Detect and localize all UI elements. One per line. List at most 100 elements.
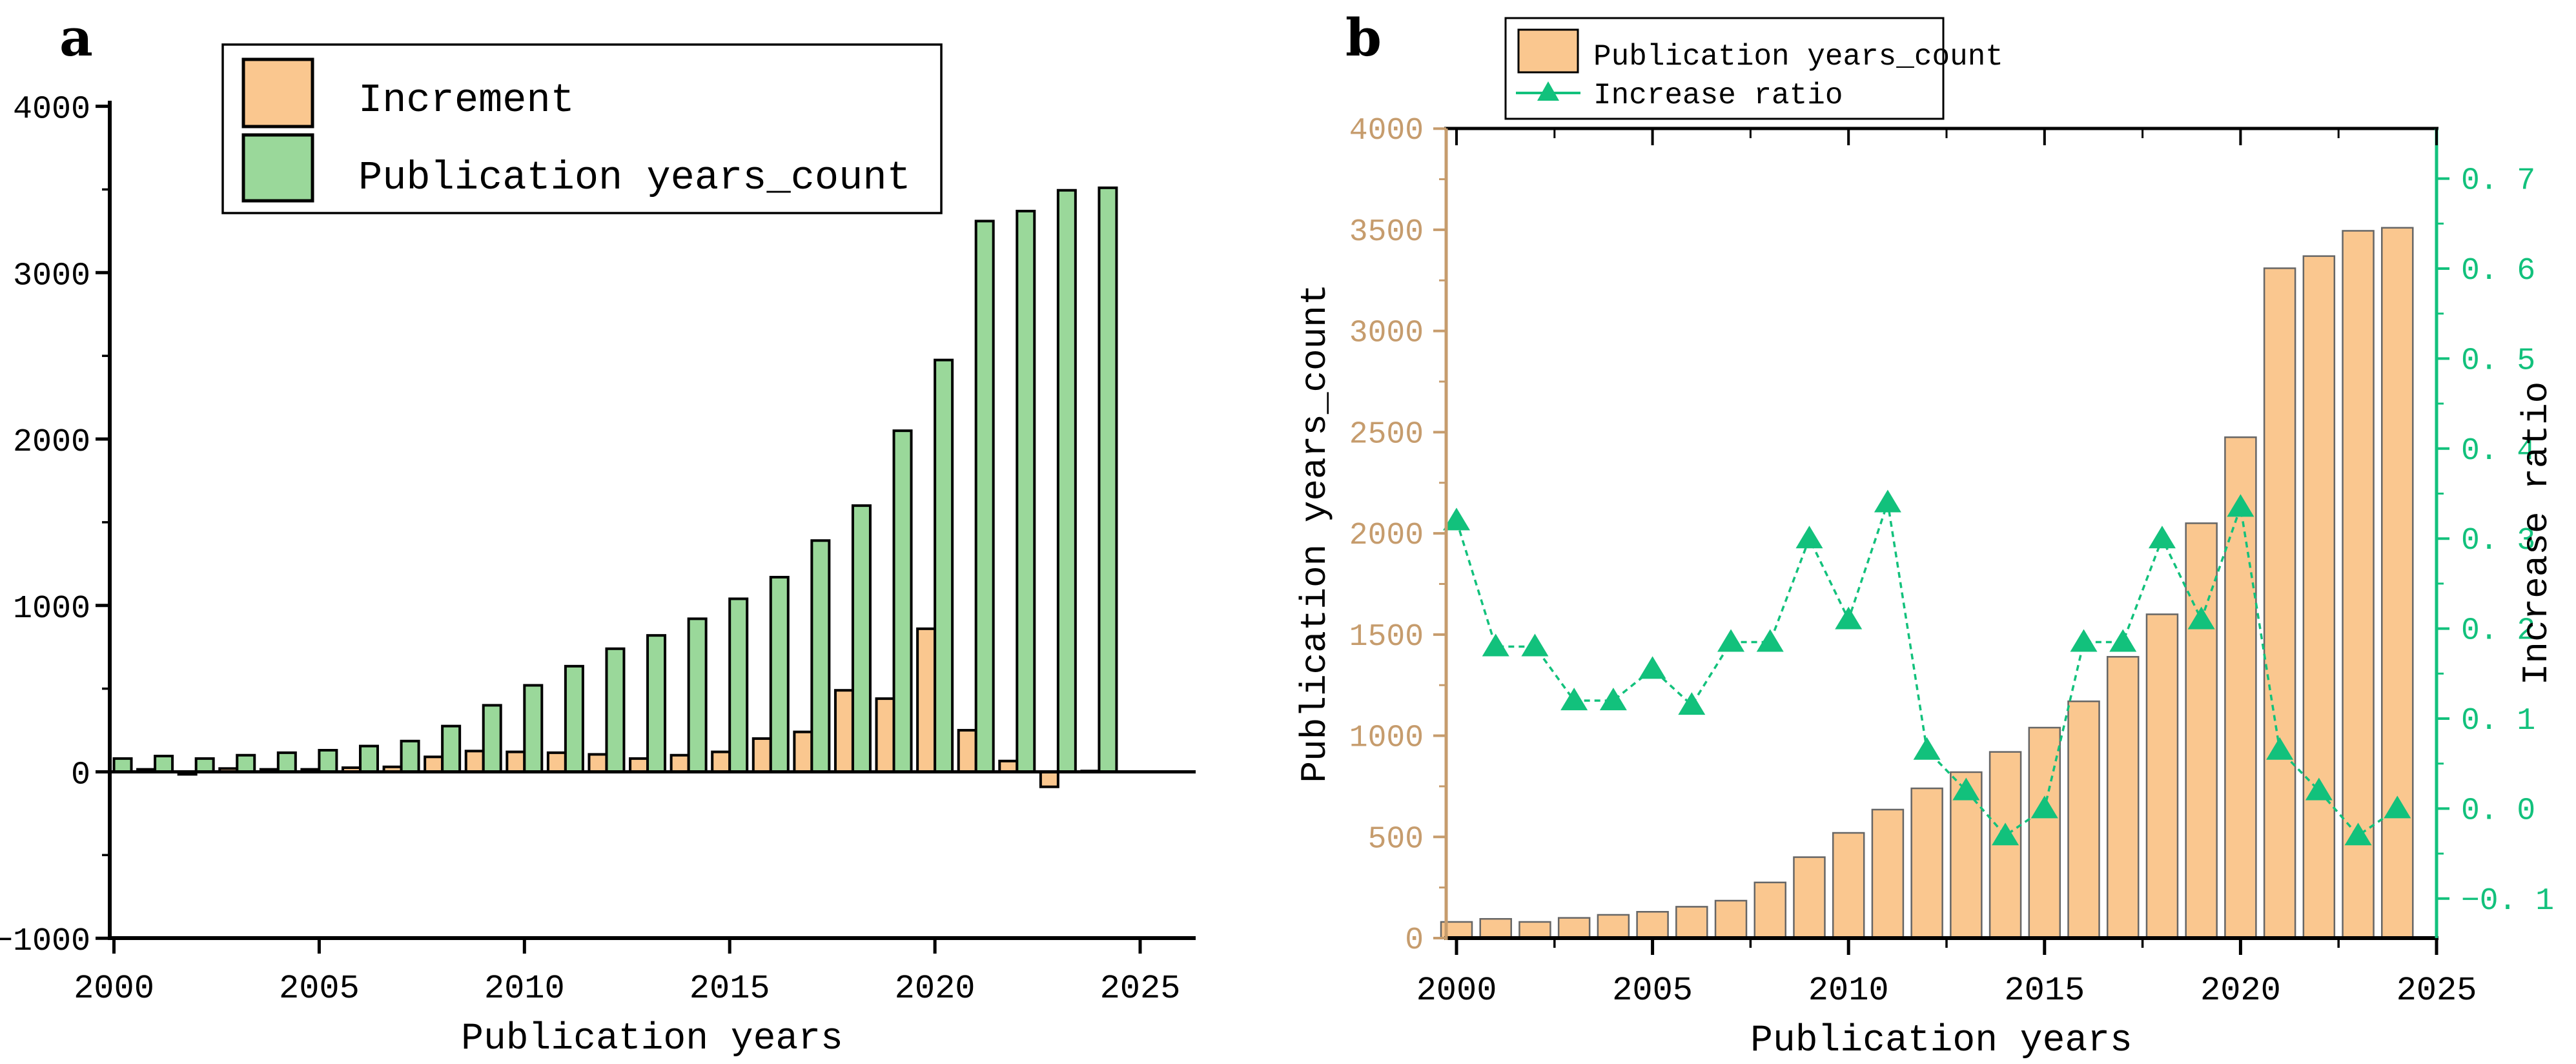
triangle-marker-2002 [1521,633,1549,657]
x-tick-label-b: 2010 [1808,972,1889,1010]
bar-increment-2009 [464,750,485,773]
triangle-marker-2014 [1992,823,2019,846]
bar-count-2008 [441,724,462,773]
triangle-marker-2016 [2070,629,2098,652]
bar-count-2016 [769,575,790,773]
y-tick-label-b-right: 0. 3 [2461,524,2535,558]
legend-a-box [221,43,943,214]
y-tick-label-b-left: 3000 [1349,316,1424,351]
bar-count-b-2009 [1793,856,1826,939]
legend-b: Publication years_count Increase ratio [1504,17,2003,120]
y-axis-title-b-left: Publication years_count [1294,284,1336,783]
legend-a: Increment Publication years_count [221,43,943,214]
bar-increment-2013 [629,757,649,773]
legend-a-label-increment: Increment [358,77,575,123]
bar-count-b-2017 [2106,656,2140,939]
panel-a-label: a [59,7,93,68]
bar-count-2017 [810,539,831,773]
bar-count-b-2012 [1910,787,1943,939]
panel-b-label: b [1345,7,1382,68]
bar-count-b-2023 [2342,230,2375,939]
triangle-marker-2004 [1599,688,1627,711]
legend-a-swatch-count [241,133,314,203]
y-tick-label-b-left: 500 [1368,822,1424,857]
triangle-marker-2005 [1639,656,1666,679]
legend-a-label-count: Publication years_count [358,155,911,201]
triangle-marker-2023 [2344,823,2372,846]
bar-count-2012 [605,647,626,773]
triangle-marker-2001 [1482,633,1509,657]
triangle-marker-2007 [1717,629,1745,652]
bar-increment-2008 [424,755,444,773]
x-tick-label-b: 2025 [2397,972,2477,1010]
bar-count-2024 [1098,186,1118,773]
x-axis-title-b: Publication years [1750,1020,2132,1062]
bar-increment-2015 [711,750,731,773]
y-tick-label-a: 4000 [13,92,90,128]
x-tick-label-a: 2025 [1100,970,1181,1008]
bar-increment-2014 [670,753,690,773]
bar-count-2005 [318,748,338,773]
chart-a-bars [112,186,1118,788]
bar-count-2014 [687,617,708,773]
y-tick-label-b-left: 2500 [1349,417,1424,452]
y-axis-title-b-right: Increase ratio [2516,382,2557,685]
y-tick-label-b-right: 0. 6 [2461,254,2535,289]
bar-count-b-2002 [1518,921,1551,939]
bar-count-2010 [523,684,544,773]
y-tick-label-a: 1000 [13,591,90,628]
bar-count-2018 [851,504,872,773]
bar-count-2007 [400,739,420,773]
y-tick-label-a: 2000 [13,424,90,461]
y-tick-label-b-right: 0. 0 [2461,793,2535,828]
bar-increment-2023 [1039,770,1059,788]
bar-count-b-2004 [1597,914,1630,939]
bar-count-b-2016 [2067,701,2100,939]
triangle-marker-2022 [2305,777,2333,801]
bar-count-2020 [934,358,954,773]
y-tick-label-b-right: 0. 7 [2461,164,2535,199]
x-tick-label-b: 2015 [2004,972,2085,1010]
bar-count-b-2020 [2224,436,2257,939]
legend-b-swatch-count [1517,28,1579,74]
triangle-marker-2019 [2187,606,2215,629]
triangle-marker-2020 [2227,494,2254,517]
bar-count-b-2018 [2145,613,2179,939]
bar-count-b-2003 [1557,917,1591,939]
bar-count-b-2007 [1714,899,1748,939]
triangle-marker-2003 [1560,688,1588,711]
legend-b-label-count: Publication years_count [1593,40,2003,74]
triangle-marker-2012 [1913,737,1941,760]
y-tick-label-b-right: 0. 5 [2461,343,2535,378]
triangle-marker-2018 [2148,526,2176,549]
y-tick-label-b-right: −0. 1 [2461,884,2554,919]
bar-count-b-2005 [1636,911,1669,939]
y-tick-label-a: −1000 [0,923,90,960]
bar-increment-2016 [751,737,772,773]
bar-count-2001 [154,755,174,773]
y-tick-label-a: 0 [71,757,90,794]
bar-increment-2021 [957,729,977,773]
y-tick-label-b-left: 3500 [1349,215,1424,250]
y-tick-label-a: 3000 [13,258,90,294]
increase-ratio-markers [1443,489,2411,846]
chart-b: 0 500 1000 1500 2000 2500 3000 3500 4000 −0. 1 0. … [1294,17,2557,1062]
triangle-marker-2024 [2384,795,2411,819]
bar-count-b-2024 [2381,227,2414,939]
chart-b-bars [1440,227,2414,939]
legend-b-triangle-icon [1537,81,1559,101]
triangle-marker-2010 [1835,606,1863,629]
bar-count-2003 [236,753,256,773]
bar-count-2006 [358,744,379,773]
triangle-marker-2015 [2030,795,2058,819]
bar-count-2011 [564,664,584,773]
bar-count-2004 [276,751,297,773]
triangle-marker-2021 [2266,737,2294,760]
y-tick-label-b-left: 1000 [1349,721,1424,756]
bar-count-2022 [1016,209,1036,773]
bar-increment-2018 [833,689,854,773]
bar-count-b-2006 [1675,906,1708,939]
bar-count-2009 [482,704,502,773]
triangle-marker-2011 [1874,489,1901,513]
